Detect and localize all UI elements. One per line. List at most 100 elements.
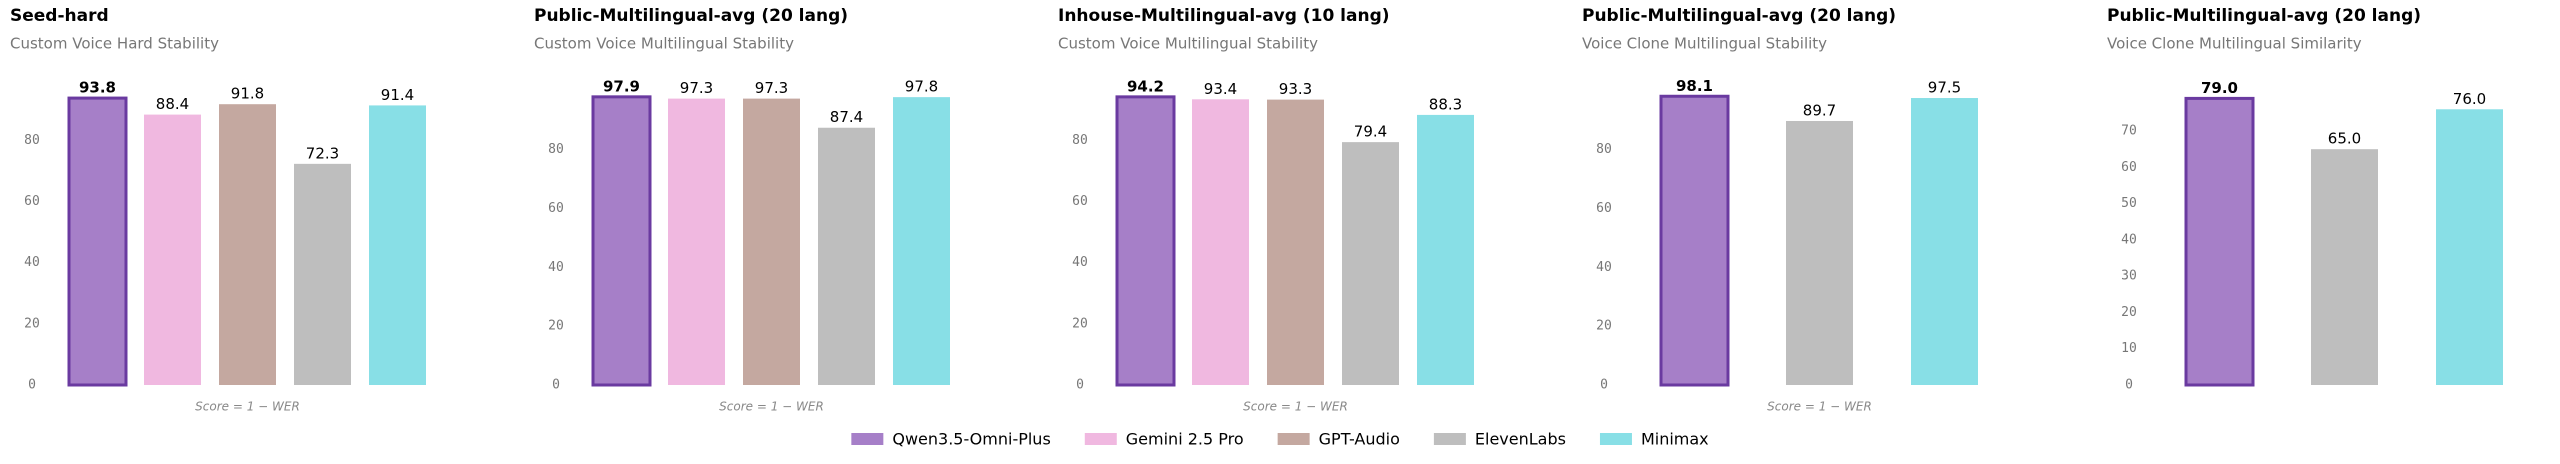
panel-title: Public-Multilingual-avg (20 lang) [534, 6, 848, 26]
panel: Public-Multilingual-avg (20 lang) Voice C… [2107, 6, 2503, 393]
panel: Public-Multilingual-avg (20 lang) Voice C… [1582, 6, 1978, 414]
y-tick-label: 0 [2125, 378, 2133, 393]
panel-title: Public-Multilingual-avg (20 lang) [1582, 6, 1896, 26]
y-tick-label: 20 [24, 316, 40, 331]
bar [294, 163, 351, 385]
y-tick-label: 40 [24, 255, 40, 270]
panel: Public-Multilingual-avg (20 lang) Custom … [534, 6, 950, 414]
y-tick-label: 80 [1596, 142, 1612, 157]
panel-title: Inhouse-Multilingual-avg (10 lang) [1058, 6, 1390, 26]
bar [1342, 142, 1399, 385]
y-tick-label: 20 [548, 319, 564, 334]
y-tick-label: 20 [2121, 305, 2137, 320]
y-tick-label: 60 [2121, 160, 2137, 175]
value-label: 87.4 [830, 108, 863, 126]
bar [67, 96, 128, 387]
y-tick-label: 60 [548, 201, 564, 216]
note: Score = 1 − WER [1767, 400, 1872, 414]
panel-subtitle: Custom Voice Hard Stability [10, 35, 219, 53]
bar [1911, 98, 1978, 386]
value-label: 88.4 [156, 95, 189, 113]
value-label: 97.5 [1928, 79, 1961, 97]
bar [1192, 99, 1249, 386]
value-label: 72.3 [306, 144, 339, 162]
bar [219, 104, 276, 385]
value-label: 97.9 [603, 77, 640, 95]
y-tick-label: 30 [2121, 269, 2137, 284]
legend: Qwen3.5-Omni-Plus Gemini 2.5 Pro GPT-Audio… [851, 430, 1709, 449]
y-tick-label: 70 [2121, 124, 2137, 139]
bar [1115, 95, 1176, 387]
value-label: 97.8 [905, 78, 938, 96]
y-tick-label: 10 [2121, 341, 2137, 356]
legend-label: Minimax [1641, 430, 1709, 449]
value-label: 93.4 [1204, 80, 1237, 98]
value-label: 97.3 [755, 79, 788, 97]
value-label: 91.4 [381, 86, 414, 104]
legend-label: Qwen3.5-Omni-Plus [892, 430, 1050, 449]
value-label: 93.8 [79, 79, 116, 97]
bar [144, 114, 201, 385]
y-tick-label: 0 [1076, 378, 1084, 393]
legend-label: ElevenLabs [1475, 430, 1566, 449]
panel: Inhouse-Multilingual-avg (10 lang) Custom… [1058, 6, 1474, 414]
bar [818, 127, 875, 386]
value-label: 98.1 [1676, 77, 1713, 95]
y-tick-label: 60 [1596, 201, 1612, 216]
legend-label: Gemini 2.5 Pro [1126, 430, 1244, 449]
value-label: 89.7 [1803, 101, 1836, 119]
note: Score = 1 − WER [719, 400, 824, 414]
legend-swatch [1084, 433, 1117, 445]
y-tick-label: 40 [548, 260, 564, 275]
y-tick-label: 60 [1072, 194, 1088, 209]
y-tick-label: 40 [1596, 260, 1612, 275]
panel-subtitle: Voice Clone Multilingual Stability [1582, 35, 1827, 53]
bar [1417, 114, 1474, 385]
value-label: 88.3 [1429, 95, 1462, 113]
note: Score = 1 − WER [1243, 400, 1348, 414]
bar [369, 105, 426, 386]
value-label: 93.3 [1279, 80, 1312, 98]
y-tick-label: 80 [548, 142, 564, 157]
bar [668, 98, 725, 385]
bar [1786, 120, 1853, 385]
value-label: 97.3 [680, 79, 713, 97]
bar [2436, 109, 2503, 386]
bar [893, 97, 950, 385]
value-label: 76.0 [2453, 90, 2486, 108]
y-tick-label: 80 [1072, 133, 1088, 148]
y-tick-label: 80 [24, 133, 40, 148]
panel-subtitle: Custom Voice Multilingual Stability [1058, 35, 1318, 53]
bar [591, 95, 652, 387]
y-tick-label: 60 [24, 194, 40, 209]
note: Score = 1 − WER [195, 400, 300, 414]
bar [743, 98, 800, 385]
y-tick-label: 20 [1072, 316, 1088, 331]
legend-swatch [1599, 433, 1632, 445]
y-tick-label: 40 [1072, 255, 1088, 270]
panel: Seed-hard Custom Voice Hard Stability 0 20 4… [10, 6, 426, 414]
value-label: 65.0 [2328, 130, 2361, 148]
y-tick-label: 0 [1600, 378, 1608, 393]
bar [1267, 99, 1324, 386]
panel-title: Seed-hard [10, 6, 109, 26]
value-label: 79.0 [2201, 79, 2238, 97]
legend-swatch [851, 433, 884, 445]
y-tick-label: 20 [1596, 319, 1612, 334]
legend-swatch [1277, 433, 1310, 445]
value-label: 94.2 [1127, 77, 1164, 95]
bar [2311, 149, 2378, 385]
y-tick-label: 0 [28, 378, 36, 393]
value-label: 91.8 [231, 85, 264, 103]
panel-subtitle: Custom Voice Multilingual Stability [534, 35, 794, 53]
panel-title: Public-Multilingual-avg (20 lang) [2107, 6, 2421, 26]
legend-swatch [1433, 433, 1466, 445]
y-tick-label: 0 [552, 378, 560, 393]
legend-label: GPT-Audio [1319, 430, 1400, 449]
panel-subtitle: Voice Clone Multilingual Similarity [2107, 35, 2362, 53]
bar [1659, 94, 1730, 387]
y-tick-label: 50 [2121, 196, 2137, 211]
y-tick-label: 40 [2121, 232, 2137, 247]
bar [2184, 96, 2255, 387]
